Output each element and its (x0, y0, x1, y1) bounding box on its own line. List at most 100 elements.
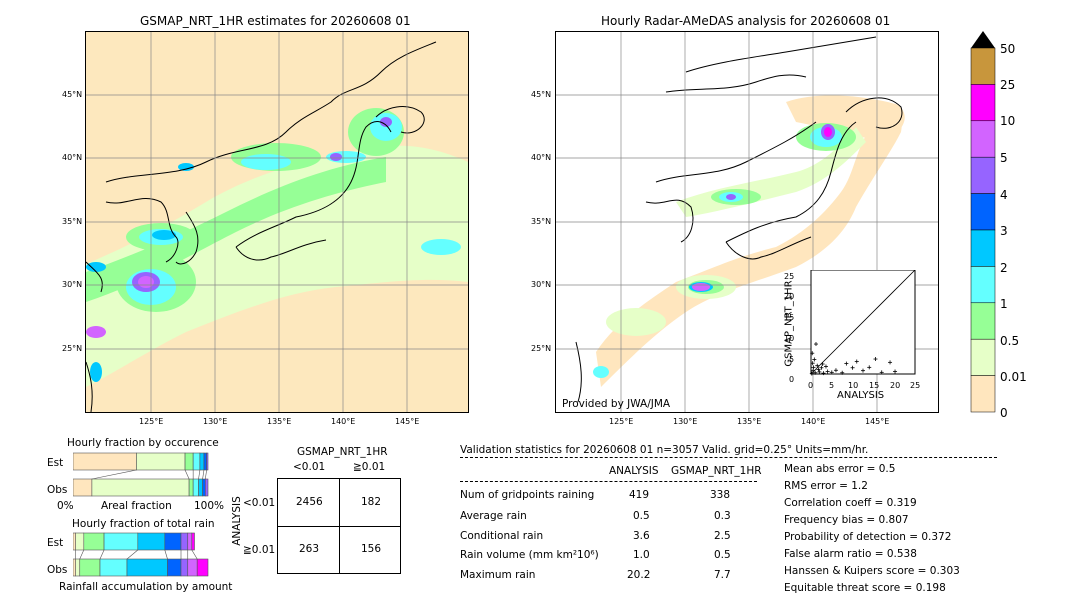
bar-segment-est-1 (136, 452, 186, 471)
bar-segment-obs-1 (91, 478, 190, 497)
occurrence-axis-right: 100% (194, 500, 225, 512)
left-lon-label-125: 125°E (139, 417, 164, 426)
bar-segment-obs-2 (188, 478, 194, 497)
total-rain-row-obs: Obs (47, 564, 68, 576)
bar-segment-est-3 (103, 532, 139, 551)
scatter-ytick-25: 25 (784, 272, 795, 281)
left-gridlines (86, 32, 468, 412)
validation-divider (460, 457, 997, 458)
scatter-ytick-20: 20 (784, 292, 795, 301)
stat-analysis-volume: 1.0 (633, 549, 650, 561)
bar-segment-obs-3 (99, 558, 128, 577)
total-rain-title: Hourly fraction of total rain (72, 518, 215, 530)
contingency-cell-hit: 156 (361, 543, 382, 555)
bar-segment-est-1 (75, 532, 85, 551)
scatter-point (888, 360, 893, 365)
left-lon-label-140: 140°E (331, 417, 356, 426)
scatter-ytick-5: 5 (789, 355, 795, 364)
stat-analysis-maximum: 20.2 (627, 569, 651, 581)
scatter-point (817, 369, 822, 374)
colorbar-label-25: 25 (1000, 78, 1016, 92)
left-lat-label-25: 25°N (62, 344, 83, 353)
colorbar-block-5 (970, 229, 996, 267)
scatter-point (811, 365, 816, 370)
total-rain-row-est: Est (47, 537, 64, 549)
stat-gsmap-volume: 0.5 (714, 549, 731, 561)
total-rain-axis-label: Rainfall accumulation by amount (59, 581, 233, 593)
bar-segment-est-4 (137, 532, 166, 551)
scatter-point (813, 342, 818, 347)
colorbar-label-10: 10 (1000, 114, 1016, 128)
stat-label-volume: Rain volume (mm km²10⁶) (460, 549, 599, 561)
score-frequency-bias: Frequency bias = 0.807 (784, 514, 909, 526)
scatter-point (850, 365, 855, 370)
stat-gsmap-average: 0.3 (714, 510, 731, 522)
bar-connector (198, 469, 201, 480)
scatter-point (813, 370, 818, 375)
scatter-point (812, 357, 817, 362)
bar-segment-est-8 (191, 532, 195, 551)
left-lat-label-35: 35°N (62, 217, 83, 226)
scatter-point (810, 361, 815, 366)
right-lon-label-145: 145°E (865, 417, 890, 426)
colorbar-block-4 (970, 193, 996, 231)
right-lat-label-25: 25°N (531, 344, 552, 353)
colorbar-block-7 (970, 302, 996, 340)
left-map-title: GSMAP_NRT_1HR estimates for 20260608 01 (140, 14, 411, 28)
colorbar-label-0-01: 0.01 (1000, 370, 1027, 384)
colorbar-block-6 (970, 266, 996, 304)
colorbar-block-1 (970, 84, 996, 122)
occurrence-axis-label: Areal fraction (101, 500, 172, 512)
scatter-xtick-5: 5 (829, 381, 835, 390)
bar-connector (91, 469, 137, 480)
right-map: Provided by JWA/JMA (555, 31, 939, 413)
colorbar-label-50: 50 (1000, 42, 1016, 56)
colorbar-block-3 (970, 156, 996, 194)
right-lat-label-40: 40°N (531, 153, 552, 162)
left-lat-label-45: 45°N (62, 90, 83, 99)
bar-segment-est-7 (187, 532, 193, 551)
colorbar-label-1: 1 (1000, 297, 1008, 311)
contingency-grid: 2456 182 263 156 (277, 478, 401, 574)
right-lon-label-135: 135°E (737, 417, 762, 426)
score-far: False alarm ratio = 0.538 (784, 548, 917, 560)
bar-connector (202, 469, 205, 480)
scatter-point (819, 365, 824, 370)
stat-gsmap-gridpoints: 338 (710, 489, 731, 501)
bar-segment-obs-3 (192, 478, 199, 497)
scatter-inset (809, 270, 916, 376)
contingency-col-lt: <0.01 (293, 461, 326, 473)
scatter-point (844, 361, 849, 366)
bar-segment-est-6 (180, 532, 189, 551)
scatter-point (820, 362, 825, 367)
scatter-point (879, 370, 884, 375)
scatter-ytick-15: 15 (784, 313, 795, 322)
occurrence-chart (73, 452, 209, 497)
bar-segment-est-4 (199, 452, 205, 471)
right-lat-label-30: 30°N (531, 280, 552, 289)
right-lat-label-45: 45°N (531, 90, 552, 99)
left-lon-label-135: 135°E (267, 417, 292, 426)
left-lon-label-145: 145°E (395, 417, 420, 426)
validation-col-analysis: ANALYSIS (609, 465, 659, 477)
contingency-row-axis: ANALYSIS (230, 496, 243, 546)
left-lat-label-40: 40°N (62, 153, 83, 162)
contingency-row-ge: ≧0.01 (243, 544, 276, 556)
left-map-canvas (86, 32, 468, 412)
right-coastlines (575, 36, 903, 403)
scatter-point (810, 351, 815, 356)
bar-segment-obs-4 (198, 478, 203, 497)
left-lat-label-30: 30°N (62, 280, 83, 289)
stat-label-average: Average rain (460, 510, 527, 522)
stat-label-gridpoints: Num of gridpoints raining (460, 489, 595, 501)
bar-connector (164, 549, 168, 560)
colorbar-overflow-triangle (971, 31, 995, 48)
colorbar-label-0: 0 (1000, 406, 1008, 420)
scatter-point (821, 371, 826, 376)
validation-col-gsmap: GSMAP_NRT_1HR (671, 465, 762, 477)
contingency-cell-miss: 263 (299, 543, 320, 555)
scatter-ylabel: GSMAP_NRT_1HR (783, 280, 795, 367)
bar-connector (191, 549, 198, 560)
right-map-title: Hourly Radar-AMeDAS analysis for 2026060… (601, 14, 891, 28)
scatter-xtick-20: 20 (890, 381, 901, 390)
